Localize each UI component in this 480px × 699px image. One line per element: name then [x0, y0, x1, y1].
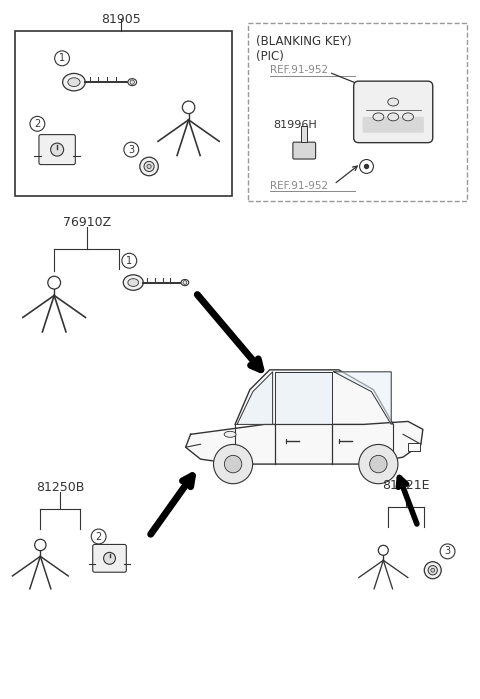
Ellipse shape [373, 113, 384, 121]
Circle shape [51, 143, 64, 156]
Ellipse shape [403, 113, 413, 121]
FancyBboxPatch shape [14, 31, 232, 196]
Circle shape [147, 164, 151, 168]
Text: (PIC): (PIC) [256, 50, 284, 64]
Text: REF.91-952: REF.91-952 [270, 181, 328, 192]
Circle shape [360, 159, 373, 173]
FancyBboxPatch shape [248, 22, 468, 201]
Text: 81250B: 81250B [36, 481, 84, 494]
Circle shape [122, 253, 137, 268]
Ellipse shape [128, 279, 139, 287]
Ellipse shape [62, 73, 85, 91]
Text: 3: 3 [128, 145, 134, 154]
Polygon shape [237, 372, 273, 424]
Circle shape [30, 116, 45, 131]
Circle shape [424, 562, 441, 579]
Ellipse shape [128, 79, 137, 86]
Circle shape [364, 164, 369, 168]
Ellipse shape [224, 431, 236, 438]
Circle shape [144, 161, 154, 171]
Circle shape [91, 529, 106, 544]
Polygon shape [235, 370, 393, 424]
Ellipse shape [388, 98, 399, 106]
Text: REF.91-952: REF.91-952 [270, 65, 328, 75]
Ellipse shape [388, 113, 399, 121]
Text: 1: 1 [59, 53, 65, 64]
Circle shape [104, 552, 116, 564]
FancyBboxPatch shape [301, 126, 307, 142]
Circle shape [214, 445, 252, 484]
Circle shape [140, 157, 158, 175]
FancyBboxPatch shape [354, 81, 433, 143]
Text: 76910Z: 76910Z [63, 216, 111, 229]
Text: 2: 2 [96, 531, 102, 542]
Circle shape [55, 51, 70, 66]
Circle shape [35, 539, 46, 551]
Polygon shape [186, 421, 423, 464]
Polygon shape [275, 372, 332, 424]
FancyBboxPatch shape [293, 142, 316, 159]
Text: 2: 2 [34, 119, 40, 129]
Circle shape [431, 568, 435, 572]
Text: (BLANKING KEY): (BLANKING KEY) [256, 34, 351, 48]
Circle shape [182, 101, 195, 114]
FancyBboxPatch shape [93, 545, 126, 572]
Ellipse shape [181, 280, 189, 286]
FancyBboxPatch shape [408, 443, 420, 451]
Text: 3: 3 [444, 547, 451, 556]
Ellipse shape [68, 78, 80, 87]
Circle shape [224, 455, 242, 473]
Ellipse shape [123, 275, 143, 290]
Text: 1: 1 [126, 256, 132, 266]
FancyBboxPatch shape [362, 117, 424, 133]
Polygon shape [334, 372, 391, 424]
Circle shape [440, 544, 455, 559]
Text: 81996H: 81996H [274, 120, 317, 130]
Circle shape [183, 280, 187, 284]
Text: 81905: 81905 [101, 13, 141, 26]
Circle shape [130, 80, 134, 85]
Circle shape [370, 455, 387, 473]
FancyBboxPatch shape [39, 135, 75, 164]
Text: 81521E: 81521E [382, 479, 430, 492]
Circle shape [124, 142, 139, 157]
Circle shape [428, 565, 437, 575]
Circle shape [48, 276, 60, 289]
Circle shape [378, 545, 388, 555]
Circle shape [359, 445, 398, 484]
